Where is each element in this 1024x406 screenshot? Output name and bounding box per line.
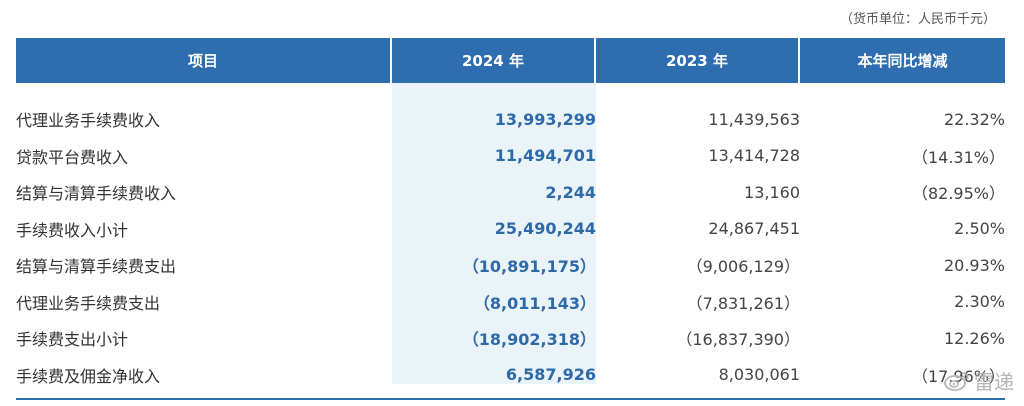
table-row: 结算与清算手续费支出 （10,891,175） （9,006,129） 20.9…	[16, 247, 1005, 284]
value-change: 12.26%	[943, 328, 1005, 348]
row-label: 贷款平台费收入	[16, 147, 129, 167]
highlight-2024-column	[392, 83, 596, 384]
table-header-row: 项目 2024 年 2023 年 本年同比增减	[16, 38, 1005, 83]
row-label: 结算与清算手续费收入	[16, 184, 177, 204]
value-change: 20.93%	[943, 255, 1005, 275]
watermark-text: 雷递	[974, 370, 1014, 394]
table-bottom-rule	[16, 398, 1005, 400]
watermark: 雷递	[944, 366, 1014, 395]
value-2024: 13,993,299	[494, 109, 596, 129]
value-2023: （7,831,261）	[686, 293, 800, 313]
value-change: 2.30%	[954, 292, 1005, 312]
value-2024: （8,011,143）	[473, 293, 596, 313]
value-2024: 25,490,244	[494, 219, 596, 239]
row-label: 结算与清算手续费支出	[16, 257, 177, 277]
row-label: 手续费收入小计	[16, 220, 129, 240]
value-2024: （10,891,175）	[462, 257, 596, 277]
header-item: 项目	[16, 38, 392, 83]
table-row: 手续费收入小计 25,490,244 24,867,451 2.50%	[16, 211, 1005, 248]
value-2023: 11,439,563	[708, 109, 800, 129]
value-2023: 8,030,061	[718, 365, 800, 385]
weibo-logo-icon	[944, 371, 969, 391]
header-change: 本年同比增减	[800, 38, 1005, 83]
table-row: 代理业务手续费收入 13,993,299 11,439,563 22.32%	[16, 101, 1005, 138]
row-label: 代理业务手续费支出	[16, 293, 161, 313]
value-change: （14.31%）	[911, 147, 1005, 167]
header-2024: 2024 年	[392, 38, 596, 83]
table-row: 手续费及佣金净收入 6,587,926 8,030,061 （17.96%）	[16, 357, 1005, 394]
row-label: 手续费支出小计	[16, 330, 129, 350]
value-2024: 6,587,926	[505, 365, 596, 385]
value-2024: 11,494,701	[494, 146, 596, 166]
value-change: 2.50%	[954, 219, 1005, 239]
value-2023: （16,837,390）	[676, 330, 800, 350]
value-change: （82.95%）	[911, 184, 1005, 204]
row-label: 手续费及佣金净收入	[16, 366, 161, 386]
table-row: 代理业务手续费支出 （8,011,143） （7,831,261） 2.30%	[16, 284, 1005, 321]
currency-unit-note: （货币单位：人民币千元）	[839, 12, 996, 27]
value-2023: 13,414,728	[708, 146, 800, 166]
value-change: 22.32%	[943, 109, 1005, 129]
table-row: 结算与清算手续费收入 2,244 13,160 （82.95%）	[16, 174, 1005, 211]
value-2024: 2,244	[545, 182, 596, 202]
table-row: 手续费支出小计 （18,902,318） （16,837,390） 12.26%	[16, 320, 1005, 357]
header-2023: 2023 年	[596, 38, 800, 83]
value-2023: 13,160	[744, 182, 800, 202]
table-row: 贷款平台费收入 11,494,701 13,414,728 （14.31%）	[16, 138, 1005, 175]
value-2024: （18,902,318）	[462, 330, 596, 350]
row-label: 代理业务手续费收入	[16, 111, 161, 131]
value-2023: 24,867,451	[708, 219, 800, 239]
value-2023: （9,006,129）	[686, 257, 800, 277]
fee-income-table: 项目 2024 年 2023 年 本年同比增减 代理业务手续费收入 13,993…	[16, 38, 1005, 393]
